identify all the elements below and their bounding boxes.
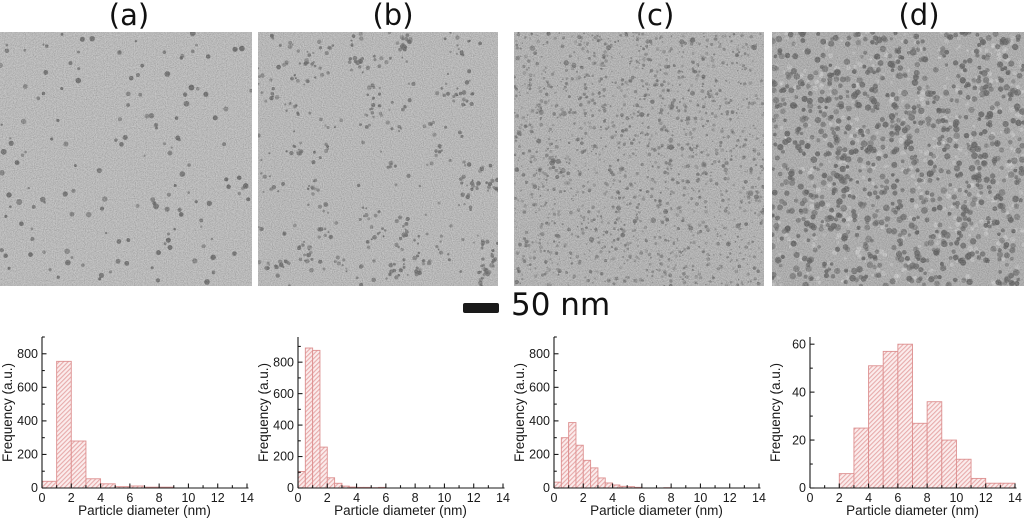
histogram-plot: 0 2 4 6 8 10 12 14 0 200 400 600 800 Particle diamete… (512, 336, 766, 518)
panel-label-b: (b) (372, 0, 414, 32)
axis-labels: 0 2 4 6 8 10 12 14 0 200 400 600 800 Particle diamete… (512, 347, 766, 518)
svg-text:14: 14 (1008, 491, 1022, 505)
histogram-c: 0 2 4 6 8 10 12 14 0 200 400 600 800 Particle diamete… (512, 325, 768, 519)
axes (297, 337, 505, 489)
scale-bar-label: 50 nm (511, 287, 611, 323)
tem-micrograph (258, 32, 498, 286)
tem-micrograph (772, 32, 1024, 286)
svg-text:2: 2 (68, 491, 75, 505)
svg-text:14: 14 (240, 491, 254, 505)
svg-text:0: 0 (31, 481, 38, 495)
svg-text:0: 0 (551, 491, 558, 505)
svg-text:0: 0 (39, 491, 46, 505)
svg-text:20: 20 (792, 433, 806, 447)
x-axis-label: Particle diameter (nm) (590, 503, 723, 518)
svg-text:800: 800 (529, 347, 550, 361)
panel-label-a: (a) (108, 0, 150, 32)
svg-text:600: 600 (273, 387, 294, 401)
svg-text:0: 0 (807, 491, 814, 505)
svg-text:12: 12 (979, 491, 993, 505)
y-axis-label: Frequency (a.u.) (256, 363, 271, 462)
svg-text:4: 4 (865, 491, 872, 505)
svg-text:4: 4 (609, 491, 616, 505)
y-axis-label: Frequency (a.u.) (0, 363, 15, 462)
svg-text:0: 0 (543, 481, 550, 495)
axes (41, 336, 249, 489)
tem-image-c (514, 32, 764, 286)
svg-text:10: 10 (437, 491, 451, 505)
svg-text:600: 600 (529, 381, 550, 395)
svg-text:10: 10 (181, 491, 195, 505)
tem-micrograph (0, 32, 252, 286)
svg-text:600: 600 (17, 381, 38, 395)
tem-image-a (0, 32, 252, 286)
histogram-b: 0 2 4 6 8 10 12 14 0 200 400 600 800 Particle diamete… (256, 325, 512, 519)
svg-text:0: 0 (287, 481, 294, 495)
svg-text:400: 400 (273, 418, 294, 432)
axis-labels: 0 2 4 6 8 10 12 14 0 200 400 600 800 Particle diamete… (0, 347, 254, 518)
x-axis-label: Particle diameter (nm) (78, 503, 211, 518)
svg-text:6: 6 (126, 491, 133, 505)
svg-text:800: 800 (17, 347, 38, 361)
svg-text:2: 2 (324, 491, 331, 505)
x-axis-label: Particle diameter (nm) (334, 503, 467, 518)
axes (553, 336, 761, 489)
svg-text:14: 14 (496, 491, 510, 505)
panel-label-c: (c) (635, 0, 675, 32)
svg-text:2: 2 (580, 491, 587, 505)
svg-text:400: 400 (529, 414, 550, 428)
panel-label-d: (d) (898, 0, 940, 32)
svg-text:60: 60 (792, 337, 806, 351)
y-axis-label: Frequency (a.u.) (768, 363, 783, 462)
tem-micrograph (514, 32, 764, 286)
bars (41, 360, 175, 489)
scale-bar (463, 303, 499, 313)
svg-text:8: 8 (156, 491, 163, 505)
svg-text:12: 12 (211, 491, 225, 505)
svg-text:12: 12 (467, 491, 481, 505)
svg-text:6: 6 (894, 491, 901, 505)
bars (297, 347, 387, 489)
histogram-d: 0 2 4 6 8 10 12 14 0 20 40 60 Particle diameter (nm)… (768, 325, 1024, 519)
axis-labels: 0 2 4 6 8 10 12 14 0 200 400 600 800 Particle diamete… (256, 355, 510, 518)
svg-text:800: 800 (273, 355, 294, 369)
histogram-plot: 0 2 4 6 8 10 12 14 0 20 40 60 Particle diameter (nm)… (768, 337, 1022, 518)
axis-labels: 0 2 4 6 8 10 12 14 0 20 40 60 Particle diameter (nm)… (768, 337, 1022, 518)
svg-text:8: 8 (924, 491, 931, 505)
tem-image-d (772, 32, 1024, 286)
svg-text:10: 10 (949, 491, 963, 505)
y-axis-label: Frequency (a.u.) (512, 363, 527, 462)
bars (838, 343, 1016, 489)
svg-text:8: 8 (668, 491, 675, 505)
svg-text:0: 0 (799, 481, 806, 495)
svg-text:12: 12 (723, 491, 737, 505)
svg-text:6: 6 (382, 491, 389, 505)
svg-text:40: 40 (792, 385, 806, 399)
svg-text:200: 200 (17, 448, 38, 462)
histogram-a: 0 2 4 6 8 10 12 14 0 200 400 600 800 Particle diamete… (0, 325, 256, 519)
svg-text:10: 10 (693, 491, 707, 505)
svg-text:200: 200 (529, 448, 550, 462)
histogram-plot: 0 2 4 6 8 10 12 14 0 200 400 600 800 Particle diamete… (0, 336, 254, 518)
svg-text:0: 0 (295, 491, 302, 505)
histogram-plot: 0 2 4 6 8 10 12 14 0 200 400 600 800 Particle diamete… (256, 337, 510, 518)
svg-text:4: 4 (353, 491, 360, 505)
svg-text:400: 400 (17, 414, 38, 428)
axes (809, 337, 1017, 489)
x-axis-label: Particle diameter (nm) (846, 503, 979, 518)
svg-text:4: 4 (97, 491, 104, 505)
svg-text:14: 14 (752, 491, 766, 505)
tem-image-b (258, 32, 498, 286)
svg-text:6: 6 (638, 491, 645, 505)
svg-text:8: 8 (412, 491, 419, 505)
bars (553, 422, 672, 489)
svg-text:2: 2 (836, 491, 843, 505)
svg-text:200: 200 (273, 450, 294, 464)
